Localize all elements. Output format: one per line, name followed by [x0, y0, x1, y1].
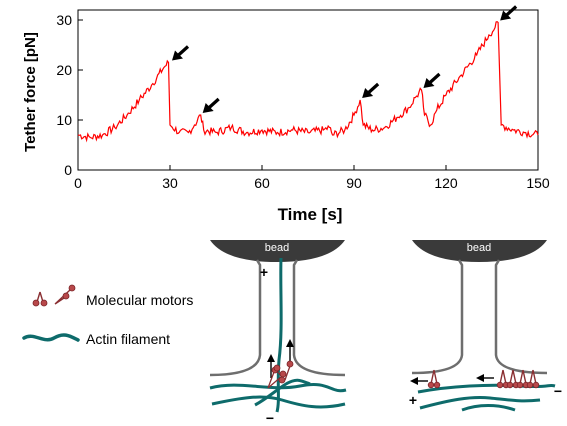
- motor-arrows-left: [267, 339, 294, 378]
- bead-label-left: bead: [265, 242, 289, 254]
- plot-frame: [77, 9, 539, 171]
- event-arrow: [423, 72, 441, 88]
- actin-filament-left-2: [211, 395, 346, 409]
- y-tick-label: 30: [56, 12, 72, 28]
- x-axis-ticks: 0 30 60 90 120 150: [74, 165, 550, 191]
- x-axis-label: Time [s]: [278, 205, 343, 224]
- legend-motors-label: Molecular motors: [86, 292, 193, 308]
- x-tick-label: 0: [74, 175, 82, 191]
- schematic-right: bead + −: [409, 240, 562, 412]
- bead-left: [210, 240, 345, 262]
- series-line-tether-force: [77, 21, 539, 143]
- legend-actin-label: Actin filament: [86, 331, 170, 347]
- x-tick-label: 150: [526, 175, 550, 191]
- x-tick-label: 120: [434, 175, 458, 191]
- plus-end-right: +: [409, 392, 417, 408]
- force-chart: 0 10 20 30 0 30 60 90 120 150 Time [s] Tether fo…: [22, 5, 550, 224]
- bead-right: [412, 240, 547, 262]
- event-arrow: [202, 97, 220, 113]
- actin-filament-right-3: [461, 404, 516, 412]
- y-tick-label: 10: [56, 112, 72, 128]
- motors-left: [267, 360, 294, 389]
- actin-filament-left-3: [254, 378, 311, 407]
- motor-legend-icon: [32, 284, 76, 307]
- x-tick-label: 60: [254, 175, 270, 191]
- event-arrows: [172, 5, 518, 113]
- motor-arrows-right: [410, 374, 494, 385]
- actin-filament-left-1: [209, 383, 347, 393]
- y-tick-label: 20: [56, 62, 72, 78]
- legend: Molecular motors Actin filament: [22, 284, 193, 347]
- event-arrow: [500, 5, 518, 21]
- minus-end-right: −: [554, 383, 562, 399]
- bead-label-right: bead: [467, 242, 491, 254]
- y-axis-label: Tether force [pN]: [22, 32, 39, 152]
- x-tick-label: 90: [346, 175, 362, 191]
- actin-filament-right-2: [419, 396, 541, 410]
- y-tick-label: 0: [64, 162, 72, 178]
- x-tick-label: 30: [162, 175, 178, 191]
- schematic-left: bead + −: [209, 240, 347, 426]
- y-axis-ticks: 0 10 20 30: [56, 12, 83, 178]
- event-arrow: [362, 82, 380, 98]
- actin-legend-icon: [22, 333, 80, 342]
- event-arrow: [172, 45, 190, 61]
- minus-end-left: −: [266, 410, 274, 426]
- tether-left: [209, 259, 346, 377]
- tether-right: [411, 259, 548, 375]
- plus-end-left: +: [260, 264, 268, 280]
